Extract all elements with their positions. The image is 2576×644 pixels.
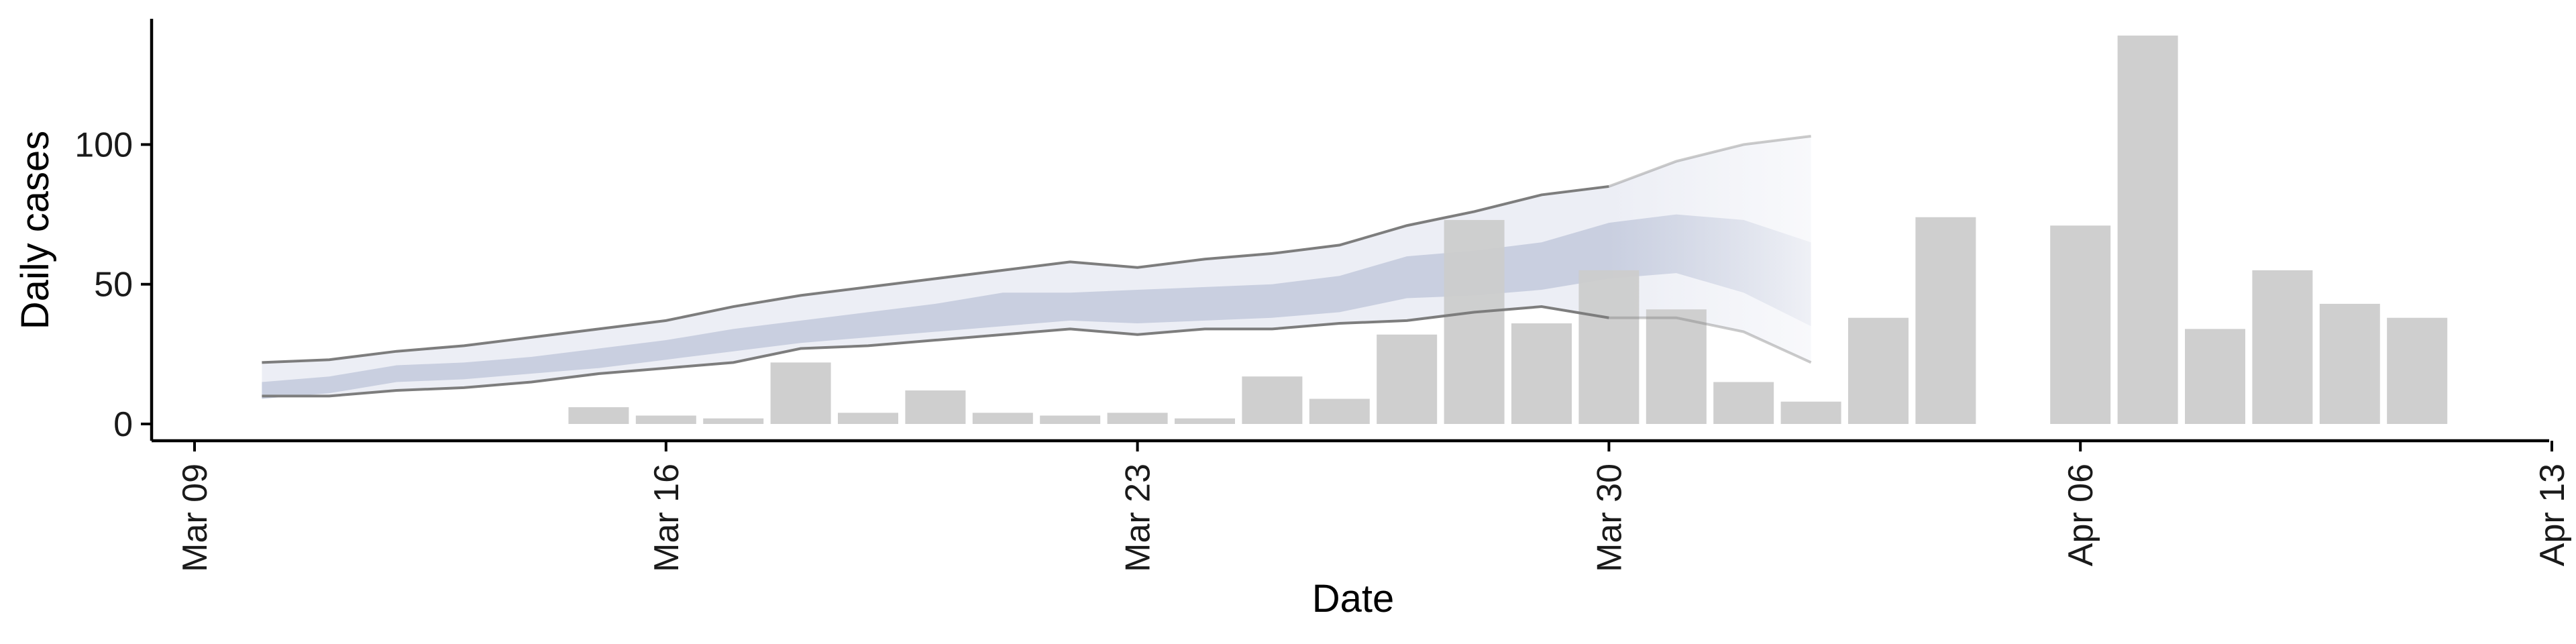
lower-bound-projection-line [1609, 316, 1812, 364]
upper-bound-line [262, 184, 1609, 364]
band-lines-layer [262, 134, 1812, 398]
bar [838, 413, 898, 425]
y-tick-label: 100 [74, 125, 133, 164]
bar [770, 362, 831, 425]
bar [1444, 219, 1505, 425]
bar [635, 415, 696, 425]
bar [1511, 323, 1572, 425]
bar [1646, 309, 1707, 425]
bar [1107, 413, 1168, 425]
y-tick-label: 50 [94, 266, 133, 305]
x-axis-title: Date [1312, 577, 1395, 621]
y-tick-label: 0 [113, 405, 133, 444]
y-ticks: 0 50 100 [74, 125, 152, 444]
bar [905, 390, 966, 425]
bar [1578, 270, 1640, 425]
bar [1780, 401, 1841, 425]
bar [2185, 329, 2245, 425]
bar [1309, 398, 1370, 425]
x-tick-label: Mar 30 [1590, 464, 1629, 572]
bar [972, 413, 1033, 425]
y-axis-title: Daily cases [13, 131, 57, 330]
x-tick-label: Mar 16 [647, 464, 686, 572]
inner-interval-band [262, 214, 1811, 399]
bar [703, 418, 764, 425]
bar [568, 407, 629, 425]
bar [1915, 217, 1976, 425]
bar [2117, 35, 2178, 425]
bar [1848, 317, 1909, 425]
lower-bound-line [262, 305, 1609, 398]
bar [1377, 334, 1438, 425]
bar [1242, 376, 1303, 425]
bar [2252, 270, 2313, 425]
estimate-band-layer [262, 136, 1811, 399]
x-tick-label: Apr 13 [2533, 464, 2572, 566]
upper-bound-projection-line [1608, 134, 1811, 188]
bar [1713, 382, 1774, 425]
bar [1040, 415, 1101, 425]
bars-layer [568, 35, 2448, 425]
bar [2387, 317, 2448, 425]
x-tick-label: Apr 06 [2061, 464, 2100, 566]
x-tick-label: Mar 09 [176, 464, 215, 572]
bar [1175, 418, 1235, 425]
x-tick-label: Mar 23 [1119, 464, 1158, 572]
axes-layer [150, 19, 2549, 443]
bar [2050, 225, 2111, 425]
x-ticks: Mar 09 Mar 16 Mar 23 Mar 30 Apr 06 Apr 13 [176, 441, 2572, 572]
bar [2319, 303, 2380, 425]
